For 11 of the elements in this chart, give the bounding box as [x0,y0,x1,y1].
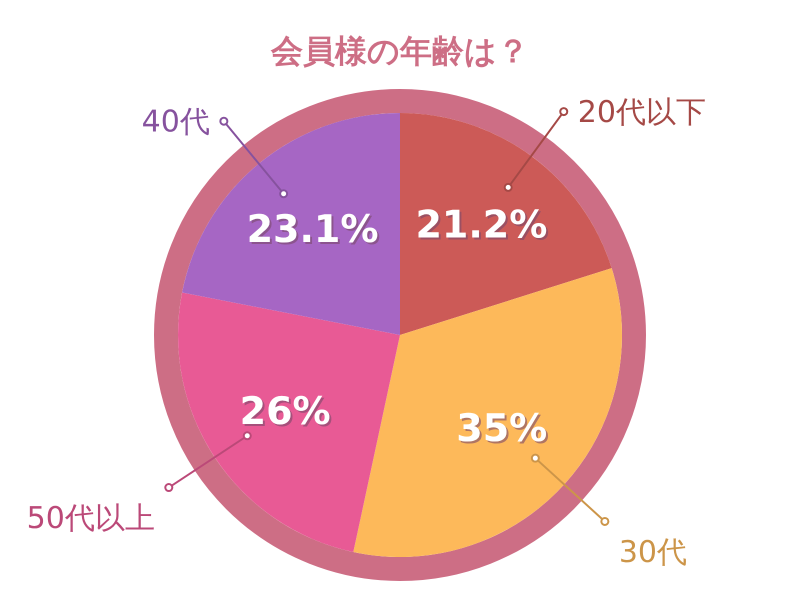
slice-label: 30代 [618,534,688,570]
slice-label: 50代以上 [26,501,155,536]
pie-slice [178,292,400,552]
data-label: 21.2% [415,202,548,246]
data-label: 23.1% [246,207,378,252]
pie-slice [353,268,622,557]
data-label: 35% [456,406,548,450]
chart-title: 会員様の年齢は？ [270,32,529,70]
slice-label: 20代以下 [578,95,706,130]
data-label: 26% [240,389,331,434]
slice-label: 40代 [142,104,210,140]
